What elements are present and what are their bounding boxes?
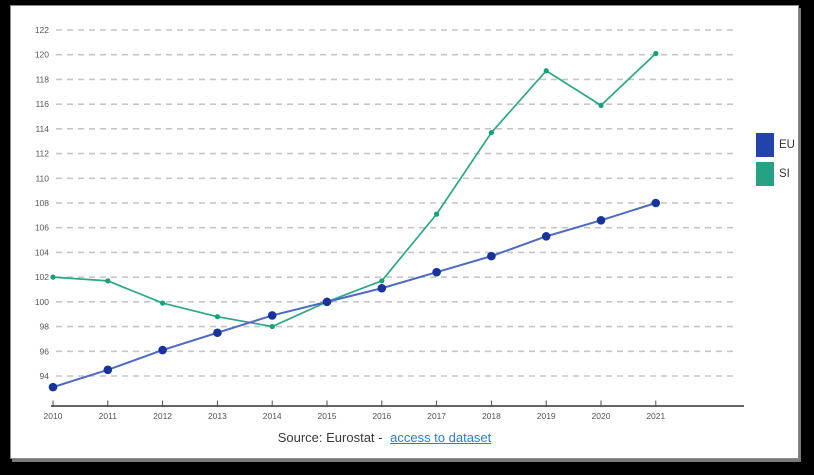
chart-legend: EU SI xyxy=(756,133,795,191)
y-tick-label-104: 104 xyxy=(35,247,49,257)
eu-point-2014[interactable] xyxy=(267,311,277,320)
x-tick-label-2015: 2015 xyxy=(318,411,337,421)
si-legend-label: SI xyxy=(779,168,790,180)
y-tick-label-94: 94 xyxy=(40,371,50,381)
eu-point-2012[interactable] xyxy=(158,345,167,355)
y-tick-label-112: 112 xyxy=(35,149,49,159)
eu-point-2017[interactable] xyxy=(432,267,441,277)
x-tick-label-2017: 2017 xyxy=(427,411,446,421)
si-point-2017[interactable] xyxy=(434,211,440,217)
y-tick-label-116: 116 xyxy=(35,99,49,109)
si-point-2014[interactable] xyxy=(269,323,275,330)
x-tick-label-2021: 2021 xyxy=(646,411,665,421)
x-tick-label-2016: 2016 xyxy=(372,411,391,421)
eu-point-2021[interactable] xyxy=(651,198,661,208)
y-tick-label-120: 120 xyxy=(35,50,49,60)
y-tick-label-106: 106 xyxy=(35,223,49,233)
y-tick-label-108: 108 xyxy=(35,198,49,208)
y-tick-label-102: 102 xyxy=(35,272,49,282)
si-point-2021[interactable] xyxy=(653,50,659,57)
si-point-2013[interactable] xyxy=(214,314,220,320)
eu-line xyxy=(52,202,657,389)
y-tick-label-118: 118 xyxy=(35,74,49,84)
chart-panel: 94 96 98 100 102 104 106 108 110 112 114 116 118 120 1… xyxy=(10,5,799,459)
y-tick-label-110: 110 xyxy=(35,173,49,183)
eu-point-2013[interactable] xyxy=(213,328,222,338)
eu-point-2010[interactable] xyxy=(48,382,58,392)
source-text: Source: Eurostat - xyxy=(277,430,383,445)
x-tick-label-2014: 2014 xyxy=(263,411,282,421)
si-line xyxy=(52,52,657,328)
y-tick-label-98: 98 xyxy=(40,322,50,332)
eu-legend-label: EU xyxy=(779,139,795,151)
eu-legend-swatch xyxy=(756,133,774,157)
si-point-2011[interactable] xyxy=(105,278,111,284)
si-legend-swatch xyxy=(756,162,774,186)
eu-point-2016[interactable] xyxy=(377,283,387,293)
si-point-2018[interactable] xyxy=(488,129,494,136)
si-point-2020[interactable] xyxy=(598,102,604,108)
x-tick-label-2020: 2020 xyxy=(592,411,611,421)
line-chart: 94 96 98 100 102 104 106 108 110 112 114 116 118 120 1… xyxy=(35,25,744,421)
x-tick-label-2010: 2010 xyxy=(44,411,63,421)
x-tick-label-2018: 2018 xyxy=(482,411,501,421)
eu-point-2015[interactable] xyxy=(322,297,332,307)
dataset-link[interactable]: access to dataset xyxy=(390,430,492,445)
si-point-2010[interactable] xyxy=(50,274,56,280)
y-tick-label-114: 114 xyxy=(35,124,49,134)
eu-point-2011[interactable] xyxy=(103,365,113,375)
x-tick-label-2012: 2012 xyxy=(153,411,172,421)
legend-item-si[interactable]: SI xyxy=(756,162,795,186)
eu-point-2020[interactable] xyxy=(596,215,606,225)
x-tick-label-2011: 2011 xyxy=(99,411,118,421)
y-tick-label-100: 100 xyxy=(35,297,49,307)
si-point-2019[interactable] xyxy=(543,68,549,74)
legend-item-eu[interactable]: EU xyxy=(756,133,795,157)
si-point-2016[interactable] xyxy=(379,278,385,284)
eu-point-2019[interactable] xyxy=(541,232,551,241)
eu-point-2018[interactable] xyxy=(487,251,496,261)
y-tick-label-122: 122 xyxy=(35,25,49,35)
y-tick-label-96: 96 xyxy=(40,346,50,356)
source-line: Source: Eurostat - access to dataset xyxy=(11,430,758,445)
x-tick-label-2013: 2013 xyxy=(208,411,227,421)
x-tick-label-2019: 2019 xyxy=(537,411,556,421)
si-point-2012[interactable] xyxy=(160,300,166,306)
